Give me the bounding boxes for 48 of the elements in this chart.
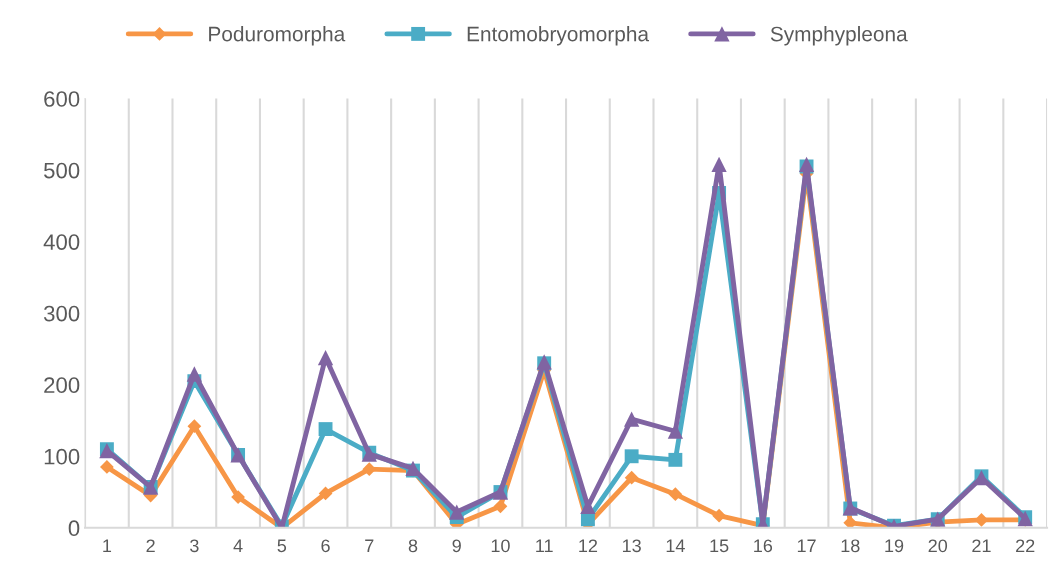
x-tick-label: 16	[754, 539, 773, 553]
y-tick-label: 0	[68, 520, 80, 537]
y-tick-label: 400	[43, 234, 80, 250]
point	[187, 419, 202, 434]
point	[493, 499, 508, 514]
x-tick-label: 18	[841, 539, 860, 553]
x-tick-label: 5	[277, 539, 287, 553]
x-tick-label: 10	[491, 539, 510, 553]
point	[186, 366, 202, 382]
x-tick-label: 14	[666, 539, 685, 552]
x-tick-label: 6	[321, 539, 330, 553]
x-tick-label: 13	[622, 539, 641, 553]
x-tick-label: 22	[1016, 539, 1035, 552]
point	[668, 487, 683, 502]
point	[624, 449, 639, 464]
y-tick-label: 200	[44, 377, 80, 393]
x-tick-label: 15	[710, 539, 729, 553]
x-tick-label: 12	[579, 539, 598, 552]
x-tick-label: 21	[972, 539, 991, 552]
y-tick-label: 600	[44, 91, 80, 107]
x-tick-label: 4	[233, 539, 243, 552]
x-tick-label: 2	[146, 539, 155, 552]
point	[318, 422, 333, 437]
x-tick-label: 11	[536, 539, 553, 552]
point	[624, 470, 639, 485]
x-tick-label: 20	[928, 539, 948, 553]
y-tick-label: 300	[43, 305, 80, 322]
x-tick-label: 3	[190, 539, 199, 553]
x-tick-label: 17	[797, 539, 816, 552]
x-tick-label: 9	[452, 539, 461, 553]
y-tick-label: 500	[43, 162, 80, 179]
legend-label: Symphypleona	[770, 26, 908, 46]
legend-label: Entomobryomorpha	[467, 26, 650, 46]
x-tick-label: 1	[103, 539, 112, 552]
point	[712, 508, 726, 523]
point	[711, 156, 727, 173]
point	[449, 504, 465, 520]
x-tick-label: 7	[365, 539, 374, 552]
point	[317, 349, 334, 366]
point	[843, 515, 858, 528]
x-tick-label: 8	[408, 539, 418, 553]
point	[580, 498, 596, 514]
y-tick-label: 100	[44, 448, 80, 465]
point	[974, 513, 989, 527]
point	[624, 411, 640, 427]
point	[668, 452, 683, 467]
legend-label: Poduromorpha	[209, 26, 346, 46]
x-tick-label: 19	[885, 539, 904, 553]
